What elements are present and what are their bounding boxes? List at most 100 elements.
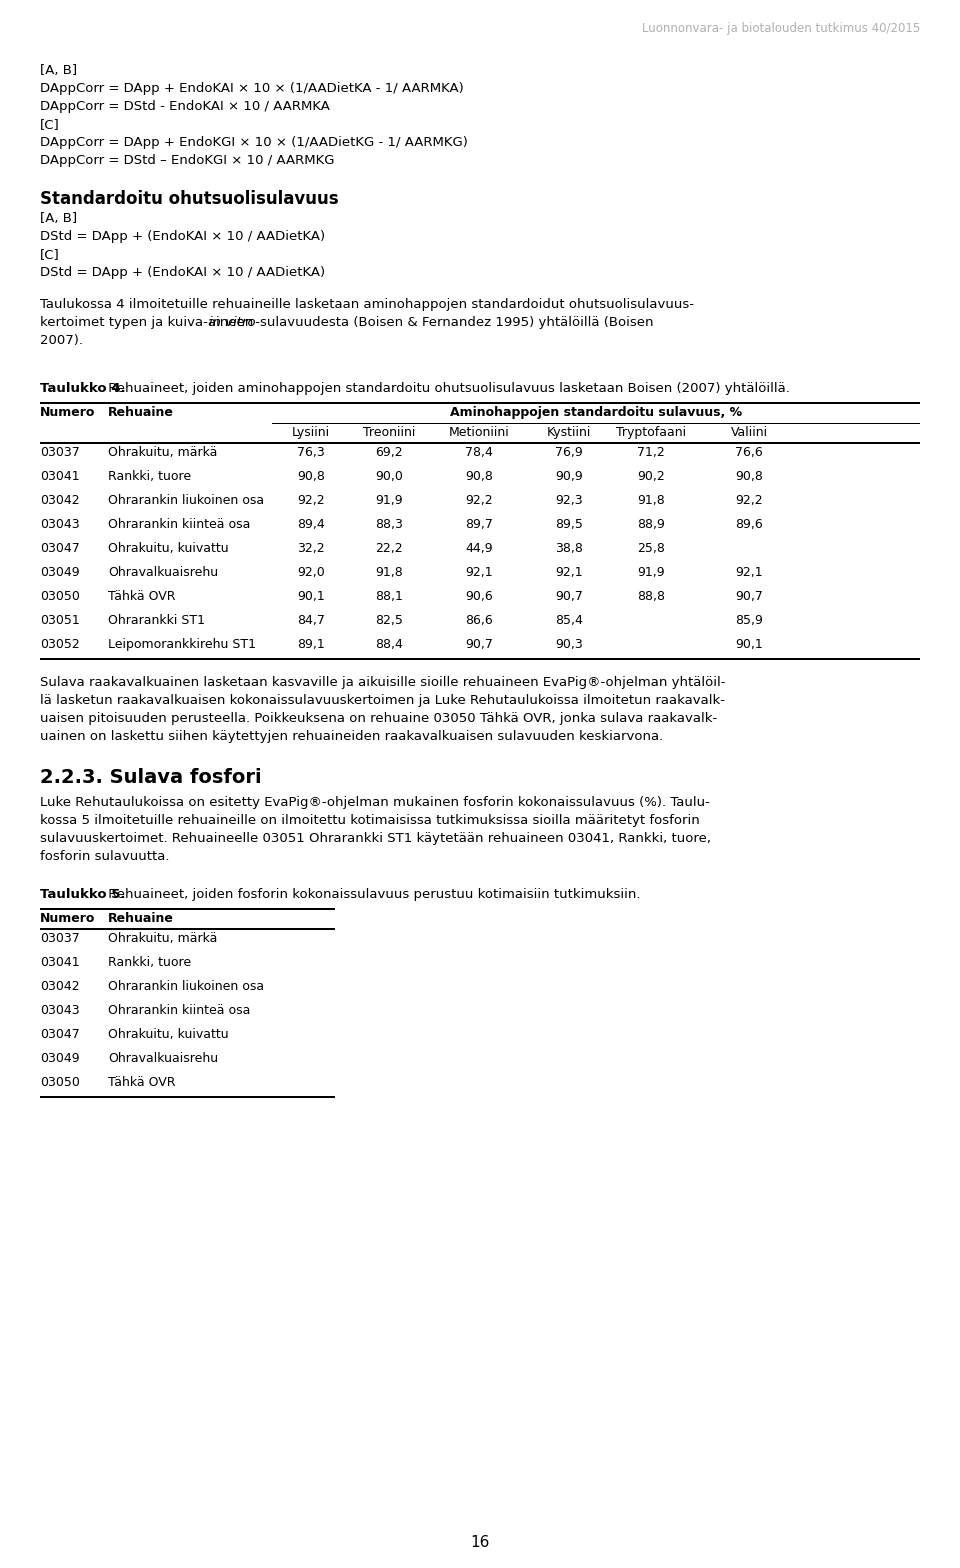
Text: 89,6: 89,6 bbox=[735, 517, 763, 532]
Text: Ohrarankki ST1: Ohrarankki ST1 bbox=[108, 615, 205, 627]
Text: Ohravalkuaisrehu: Ohravalkuaisrehu bbox=[108, 566, 218, 579]
Text: DStd = DApp + (EndoKAI × 10 / AADietKA): DStd = DApp + (EndoKAI × 10 / AADietKA) bbox=[40, 267, 325, 279]
Text: Numero: Numero bbox=[40, 913, 95, 925]
Text: 84,7: 84,7 bbox=[297, 615, 324, 627]
Text: Tähkä OVR: Tähkä OVR bbox=[108, 1076, 176, 1090]
Text: lä lasketun raakavalkuaisen kokonaissulavuuskertoimen ja Luke Rehutaulukoissa il: lä lasketun raakavalkuaisen kokonaissula… bbox=[40, 695, 725, 707]
Text: 25,8: 25,8 bbox=[637, 543, 665, 555]
Text: 16: 16 bbox=[470, 1535, 490, 1551]
Text: 91,8: 91,8 bbox=[637, 494, 665, 506]
Text: [C]: [C] bbox=[40, 248, 60, 260]
Text: 03043: 03043 bbox=[40, 517, 80, 532]
Text: 92,1: 92,1 bbox=[735, 566, 763, 579]
Text: 85,4: 85,4 bbox=[555, 615, 583, 627]
Text: 88,1: 88,1 bbox=[375, 590, 403, 604]
Text: Kystiini: Kystiini bbox=[547, 426, 591, 439]
Text: Ohrakuitu, kuivattu: Ohrakuitu, kuivattu bbox=[108, 1029, 228, 1041]
Text: 91,9: 91,9 bbox=[375, 494, 403, 506]
Text: [A, B]: [A, B] bbox=[40, 64, 77, 77]
Text: 88,9: 88,9 bbox=[637, 517, 665, 532]
Text: DAppCorr = DApp + EndoKGI × 10 × (1/AADietKG - 1/ AARMKG): DAppCorr = DApp + EndoKGI × 10 × (1/AADi… bbox=[40, 136, 468, 149]
Text: 03041: 03041 bbox=[40, 956, 80, 969]
Text: 03042: 03042 bbox=[40, 494, 80, 506]
Text: Rehuaine: Rehuaine bbox=[108, 406, 174, 419]
Text: Rankki, tuore: Rankki, tuore bbox=[108, 470, 191, 483]
Text: Ohrakuitu, märkä: Ohrakuitu, märkä bbox=[108, 931, 217, 946]
Text: Numero: Numero bbox=[40, 406, 95, 419]
Text: 90,3: 90,3 bbox=[555, 638, 583, 651]
Text: DAppCorr = DStd - EndoKAI × 10 / AARMKA: DAppCorr = DStd - EndoKAI × 10 / AARMKA bbox=[40, 100, 330, 113]
Text: Ohrarankin kiinteä osa: Ohrarankin kiinteä osa bbox=[108, 517, 251, 532]
Text: 90,7: 90,7 bbox=[465, 638, 492, 651]
Text: 92,3: 92,3 bbox=[555, 494, 583, 506]
Text: Rehuaineet, joiden aminohappojen standardoitu ohutsuolisulavuus lasketaan Boisen: Rehuaineet, joiden aminohappojen standar… bbox=[104, 383, 790, 395]
Text: kertoimet typen ja kuiva-aineen: kertoimet typen ja kuiva-aineen bbox=[40, 317, 257, 329]
Text: Ohrarankin kiinteä osa: Ohrarankin kiinteä osa bbox=[108, 1004, 251, 1018]
Text: 91,9: 91,9 bbox=[637, 566, 665, 579]
Text: 03050: 03050 bbox=[40, 1076, 80, 1090]
Text: 90,7: 90,7 bbox=[735, 590, 763, 604]
Text: Ohravalkuaisrehu: Ohravalkuaisrehu bbox=[108, 1052, 218, 1065]
Text: DAppCorr = DApp + EndoKAI × 10 × (1/AADietKA - 1/ AARMKA): DAppCorr = DApp + EndoKAI × 10 × (1/AADi… bbox=[40, 82, 464, 96]
Text: -sulavuudesta (Boisen & Fernandez 1995) yhtälöillä (Boisen: -sulavuudesta (Boisen & Fernandez 1995) … bbox=[252, 317, 654, 329]
Text: 69,2: 69,2 bbox=[375, 445, 403, 459]
Text: 90,8: 90,8 bbox=[297, 470, 324, 483]
Text: 91,8: 91,8 bbox=[375, 566, 403, 579]
Text: Sulava raakavalkuainen lasketaan kasvaville ja aikuisille sioille rehuaineen Eva: Sulava raakavalkuainen lasketaan kasvavi… bbox=[40, 676, 726, 688]
Text: DAppCorr = DStd – EndoKGI × 10 / AARMKG: DAppCorr = DStd – EndoKGI × 10 / AARMKG bbox=[40, 154, 334, 168]
Text: 71,2: 71,2 bbox=[637, 445, 665, 459]
Text: 03043: 03043 bbox=[40, 1004, 80, 1018]
Text: Rehuaineet, joiden fosforin kokonaissulavuus perustuu kotimaisiin tutkimuksiin.: Rehuaineet, joiden fosforin kokonaissula… bbox=[104, 887, 640, 902]
Text: 88,3: 88,3 bbox=[375, 517, 403, 532]
Text: 86,6: 86,6 bbox=[466, 615, 492, 627]
Text: Tähkä OVR: Tähkä OVR bbox=[108, 590, 176, 604]
Text: 03042: 03042 bbox=[40, 980, 80, 993]
Text: 90,9: 90,9 bbox=[555, 470, 583, 483]
Text: kossa 5 ilmoitetuille rehuaineille on ilmoitettu kotimaisissa tutkimuksissa sioi: kossa 5 ilmoitetuille rehuaineille on il… bbox=[40, 814, 700, 826]
Text: Taulukossa 4 ilmoitetuille rehuaineille lasketaan aminohappojen standardoidut oh: Taulukossa 4 ilmoitetuille rehuaineille … bbox=[40, 298, 694, 310]
Text: 44,9: 44,9 bbox=[466, 543, 492, 555]
Text: Metioniini: Metioniini bbox=[448, 426, 510, 439]
Text: Leipomorankkirehu ST1: Leipomorankkirehu ST1 bbox=[108, 638, 256, 651]
Text: 2.2.3. Sulava fosfori: 2.2.3. Sulava fosfori bbox=[40, 768, 262, 787]
Text: 90,0: 90,0 bbox=[375, 470, 403, 483]
Text: 92,1: 92,1 bbox=[555, 566, 583, 579]
Text: 90,2: 90,2 bbox=[637, 470, 665, 483]
Text: 38,8: 38,8 bbox=[555, 543, 583, 555]
Text: Lysiini: Lysiini bbox=[292, 426, 330, 439]
Text: Ohrarankin liukoinen osa: Ohrarankin liukoinen osa bbox=[108, 494, 264, 506]
Text: 76,9: 76,9 bbox=[555, 445, 583, 459]
Text: Ohrakuitu, märkä: Ohrakuitu, märkä bbox=[108, 445, 217, 459]
Text: 90,8: 90,8 bbox=[735, 470, 763, 483]
Text: 89,7: 89,7 bbox=[465, 517, 492, 532]
Text: 82,5: 82,5 bbox=[375, 615, 403, 627]
Text: 92,0: 92,0 bbox=[298, 566, 324, 579]
Text: 03052: 03052 bbox=[40, 638, 80, 651]
Text: 92,1: 92,1 bbox=[466, 566, 492, 579]
Text: 76,3: 76,3 bbox=[298, 445, 324, 459]
Text: Standardoitu ohutsuolisulavuus: Standardoitu ohutsuolisulavuus bbox=[40, 190, 339, 209]
Text: 03037: 03037 bbox=[40, 445, 80, 459]
Text: 32,2: 32,2 bbox=[298, 543, 324, 555]
Text: 90,1: 90,1 bbox=[735, 638, 763, 651]
Text: 2007).: 2007). bbox=[40, 334, 83, 347]
Text: 92,2: 92,2 bbox=[466, 494, 492, 506]
Text: Tryptofaani: Tryptofaani bbox=[616, 426, 686, 439]
Text: [C]: [C] bbox=[40, 118, 60, 132]
Text: Valiini: Valiini bbox=[731, 426, 768, 439]
Text: sulavuuskertoimet. Rehuaineelle 03051 Ohrarankki ST1 käytetään rehuaineen 03041,: sulavuuskertoimet. Rehuaineelle 03051 Oh… bbox=[40, 833, 711, 845]
Text: 03041: 03041 bbox=[40, 470, 80, 483]
Text: 78,4: 78,4 bbox=[465, 445, 492, 459]
Text: Treoniini: Treoniini bbox=[363, 426, 415, 439]
Text: DStd = DApp + (EndoKAI × 10 / AADietKA): DStd = DApp + (EndoKAI × 10 / AADietKA) bbox=[40, 230, 325, 243]
Text: 03037: 03037 bbox=[40, 931, 80, 946]
Text: Aminohappojen standardoitu sulavuus, %: Aminohappojen standardoitu sulavuus, % bbox=[450, 406, 742, 419]
Text: 92,2: 92,2 bbox=[735, 494, 763, 506]
Text: uainen on laskettu siihen käytettyjen rehuaineiden raakavalkuaisen sulavuuden ke: uainen on laskettu siihen käytettyjen re… bbox=[40, 731, 663, 743]
Text: uaisen pitoisuuden perusteella. Poikkeuksena on rehuaine 03050 Tähkä OVR, jonka : uaisen pitoisuuden perusteella. Poikkeuk… bbox=[40, 712, 717, 724]
Text: Taulukko 4.: Taulukko 4. bbox=[40, 383, 126, 395]
Text: Rehuaine: Rehuaine bbox=[108, 913, 174, 925]
Text: 90,6: 90,6 bbox=[466, 590, 492, 604]
Text: 89,4: 89,4 bbox=[298, 517, 324, 532]
Text: 92,2: 92,2 bbox=[298, 494, 324, 506]
